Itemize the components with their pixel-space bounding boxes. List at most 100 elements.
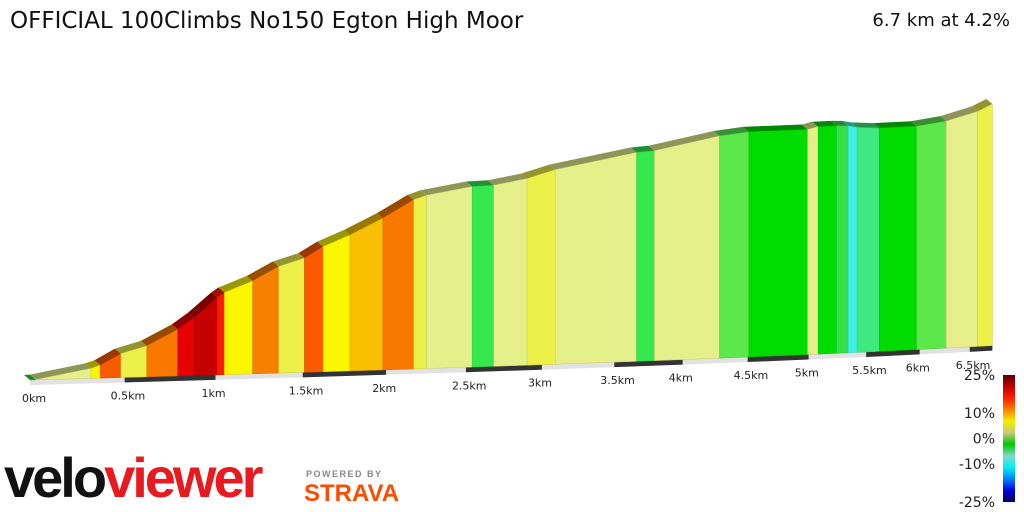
distance-band <box>866 349 920 357</box>
distance-band <box>614 359 683 368</box>
profile-segment <box>636 150 655 362</box>
gradient-color-bar <box>1003 375 1015 502</box>
legend-label: 0% <box>973 432 995 448</box>
profile-segment <box>856 127 880 353</box>
segment-top-face <box>420 181 473 196</box>
x-tick-label: 4km <box>669 372 693 385</box>
x-tick-labels: 0km 0.5km 1km 1.5km 2km 2.5km 3km 3.5km 4km 4.5km… <box>22 359 990 405</box>
profile-segment <box>413 194 427 370</box>
segment-top-face <box>29 363 91 380</box>
x-tick-label: 2.5km <box>452 379 487 392</box>
segment-top-face <box>211 287 225 298</box>
segment-top-face <box>940 106 978 122</box>
x-tick-label: 2km <box>372 382 396 395</box>
distance-band <box>215 372 303 380</box>
profile-segment <box>252 266 279 375</box>
segment-top-face <box>218 276 253 293</box>
profile-segment <box>471 184 494 368</box>
distance-band <box>124 374 216 383</box>
segment-top-face <box>830 120 849 126</box>
profile-segment <box>654 135 720 361</box>
segment-top-face <box>246 261 279 282</box>
x-tick-label: 0.5km <box>111 389 146 402</box>
distance-band <box>541 362 615 370</box>
segment-top-face <box>343 213 383 236</box>
legend-label: 25% <box>964 368 995 384</box>
segment-top-face <box>487 173 528 186</box>
x-tick-label: 0km <box>22 392 46 405</box>
strava-logo: STRAVA <box>304 480 400 507</box>
segment-top-face <box>971 99 993 112</box>
distance-band <box>386 367 466 375</box>
profile-segment <box>493 178 528 367</box>
distance-band <box>747 354 809 363</box>
page-title: OFFICIAL 100Climbs No150 Egton High Moor <box>10 8 524 34</box>
profile-segment <box>426 186 473 369</box>
distance-band <box>30 377 125 385</box>
profile-segment <box>224 280 253 375</box>
segment-top-face <box>801 121 819 130</box>
distance-band <box>919 346 970 355</box>
profile-segment <box>916 120 947 350</box>
x-tick-label: 3km <box>528 377 552 390</box>
profile-segment <box>322 234 351 372</box>
climb-summary: 6.7 km at 4.2% <box>872 10 1010 31</box>
segment-top-face <box>272 253 305 267</box>
distance-band <box>969 345 993 352</box>
legend-label: -10% <box>959 457 995 473</box>
profile-segment <box>719 131 750 359</box>
distance-axis <box>30 345 993 385</box>
segment-top-face <box>873 121 917 129</box>
profile-segment <box>526 169 556 366</box>
profile-segment <box>879 126 917 352</box>
segment-top-face <box>188 292 218 318</box>
veloviewer-logo: veloviewer <box>4 446 263 509</box>
x-tick-label: 6km <box>906 361 930 374</box>
x-tick-label: 3.5km <box>600 374 635 387</box>
segment-top-face <box>466 180 494 187</box>
distance-band <box>302 369 387 378</box>
profile-segment <box>807 126 819 355</box>
profile-segment <box>278 257 305 374</box>
segment-top-face <box>24 374 36 380</box>
segment-top-face <box>114 340 147 354</box>
segment-top-face <box>140 324 178 346</box>
segment-top-face <box>549 147 637 170</box>
profile-segment <box>554 152 637 365</box>
profile-segment <box>304 246 324 373</box>
segment-top-face <box>812 120 837 127</box>
distance-band <box>682 357 748 365</box>
profile-segment <box>748 129 808 358</box>
profile-segment <box>836 125 849 354</box>
segment-top-face <box>171 312 195 330</box>
segment-top-face <box>842 120 858 128</box>
segment-top-face <box>94 348 121 366</box>
distance-band <box>808 351 867 360</box>
segment-top-face <box>407 190 427 200</box>
x-tick-label: 1km <box>202 387 226 400</box>
profile-segment <box>817 125 838 355</box>
x-tick-label: 5.5km <box>852 364 887 377</box>
segment-top-face <box>648 130 720 151</box>
x-tick-label: 6.5km <box>956 359 991 372</box>
gradient-legend: 25% 10% 0% -10% -25% <box>959 368 1015 511</box>
profile-segments <box>24 99 993 381</box>
segment-top-face <box>376 194 414 219</box>
profile-segment <box>349 217 384 372</box>
segment-top-face <box>521 164 556 179</box>
profile-segment <box>847 125 858 354</box>
profile-segment <box>977 103 993 347</box>
logo-text-viewer: viewer <box>104 446 263 509</box>
logo-text-velo: velo <box>4 446 107 509</box>
powered-by-label: POWERED BY <box>306 469 383 479</box>
distance-band <box>465 364 542 373</box>
profile-segment <box>217 292 225 376</box>
segment-top-face <box>317 230 350 247</box>
profile-segment <box>945 111 978 349</box>
legend-label: 10% <box>964 406 995 422</box>
segment-top-face <box>910 116 947 127</box>
profile-segment <box>382 199 414 371</box>
segment-top-face <box>851 122 880 129</box>
legend-label: -25% <box>959 495 995 511</box>
